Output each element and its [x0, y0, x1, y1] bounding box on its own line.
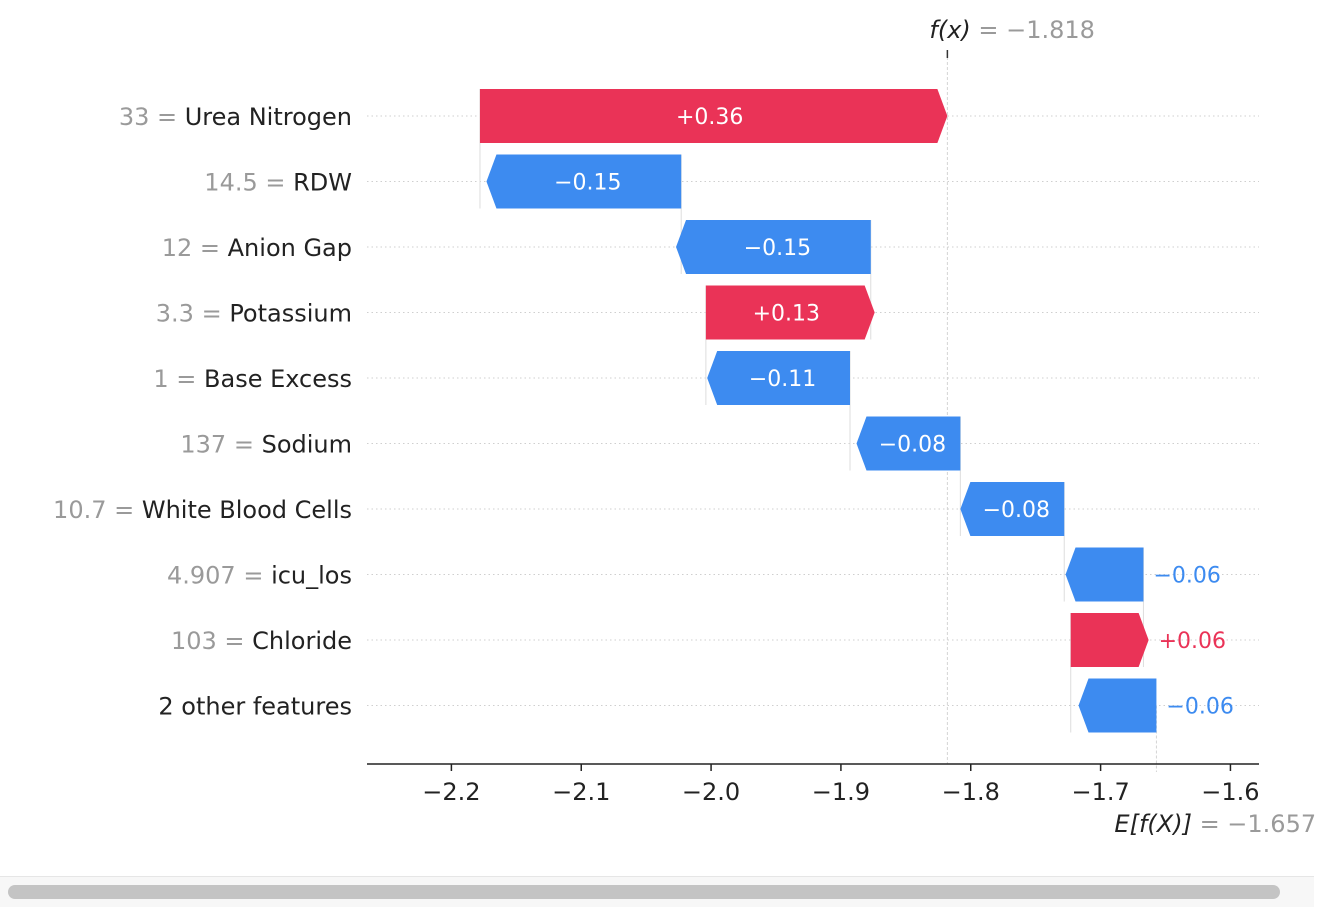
waterfall-bar-8 — [1065, 547, 1144, 602]
feature-label: 3.3 = Potassium — [156, 300, 352, 328]
waterfall-bar-4 — [705, 285, 875, 340]
efx-label: E[f(X)] — [1114, 810, 1199, 838]
feature-value: 1 = — [153, 365, 204, 393]
waterfall-bar-5 — [707, 351, 851, 405]
feature-label: 2 other features — [158, 693, 352, 721]
fx-annotation: f(x) = −1.818 — [929, 16, 1095, 44]
bar-value-label: +0.36 — [676, 105, 743, 130]
x-tick-label: −2.1 — [552, 778, 610, 806]
feature-value: 4.907 = — [167, 562, 271, 590]
feature-label: 1 = Base Excess — [153, 365, 352, 393]
waterfall-bar-9 — [1070, 613, 1149, 667]
x-tick-label: −2.2 — [422, 778, 480, 806]
feature-value: 3.3 = — [156, 300, 230, 328]
waterfall-bar-3 — [676, 220, 871, 274]
waterfall-bar-2 — [486, 154, 682, 209]
feature-value: 33 = — [119, 103, 185, 131]
x-tick-label: −1.7 — [1071, 778, 1129, 806]
shap-waterfall-chart: +0.36 −0.15 −0.15 +0.13 −0.11 −0.08 −0.08 −0.06… — [53, 16, 1316, 838]
feature-label: 10.7 = White Blood Cells — [53, 496, 352, 524]
bar-value-label: −0.15 — [554, 171, 621, 196]
x-tick-label: −1.8 — [942, 778, 1000, 806]
efx-value: = −1.657 — [1200, 810, 1317, 838]
feature-value: 137 = — [180, 431, 261, 459]
feature-label: 14.5 = RDW — [204, 169, 352, 197]
bar-value-label: −0.15 — [744, 236, 811, 261]
x-tick-label: −1.6 — [1201, 778, 1259, 806]
bar-value-label: −0.08 — [879, 433, 946, 458]
x-tick-label: −1.9 — [812, 778, 870, 806]
bar-value-label: −0.08 — [983, 498, 1050, 523]
feature-value: 103 = — [171, 627, 252, 655]
feature-name: RDW — [293, 169, 352, 197]
bar-value-label: +0.06 — [1159, 629, 1226, 654]
feature-label: 4.907 = icu_los — [167, 562, 352, 590]
feature-name: White Blood Cells — [142, 496, 352, 524]
feature-label: 33 = Urea Nitrogen — [119, 103, 352, 131]
waterfall-bar-7 — [960, 482, 1065, 536]
feature-value: 14.5 = — [204, 169, 293, 197]
waterfall-bar-1 — [479, 89, 948, 143]
feature-name: icu_los — [271, 562, 352, 590]
feature-name: Anion Gap — [228, 234, 352, 262]
bar-value-label: −0.11 — [749, 367, 816, 392]
scrollbar-thumb[interactable] — [8, 885, 1280, 899]
feature-name: Urea Nitrogen — [185, 103, 352, 131]
feature-name: Sodium — [262, 431, 352, 459]
feature-name: 2 other features — [158, 693, 352, 721]
horizontal-scrollbar[interactable] — [0, 876, 1314, 907]
x-tick-label: −2.0 — [682, 778, 740, 806]
feature-name: Potassium — [229, 300, 352, 328]
feature-value: 10.7 = — [53, 496, 142, 524]
feature-label: 137 = Sodium — [180, 431, 352, 459]
feature-name: Base Excess — [204, 365, 352, 393]
waterfall-bar-6 — [856, 416, 961, 471]
feature-label: 103 = Chloride — [171, 627, 352, 655]
feature-label: 12 = Anion Gap — [162, 234, 352, 262]
bar-value-label: −0.06 — [1153, 564, 1220, 589]
feature-name: Chloride — [252, 627, 352, 655]
waterfall-bar-10 — [1078, 678, 1157, 733]
efx-annotation: E[f(X)] = −1.657 — [1114, 810, 1316, 838]
bar-value-label: −0.06 — [1166, 695, 1233, 720]
feature-value: 12 = — [162, 234, 228, 262]
bar-value-label: +0.13 — [753, 302, 820, 327]
fx-value: = −1.818 — [978, 16, 1095, 44]
fx-label: f(x) — [929, 16, 978, 44]
